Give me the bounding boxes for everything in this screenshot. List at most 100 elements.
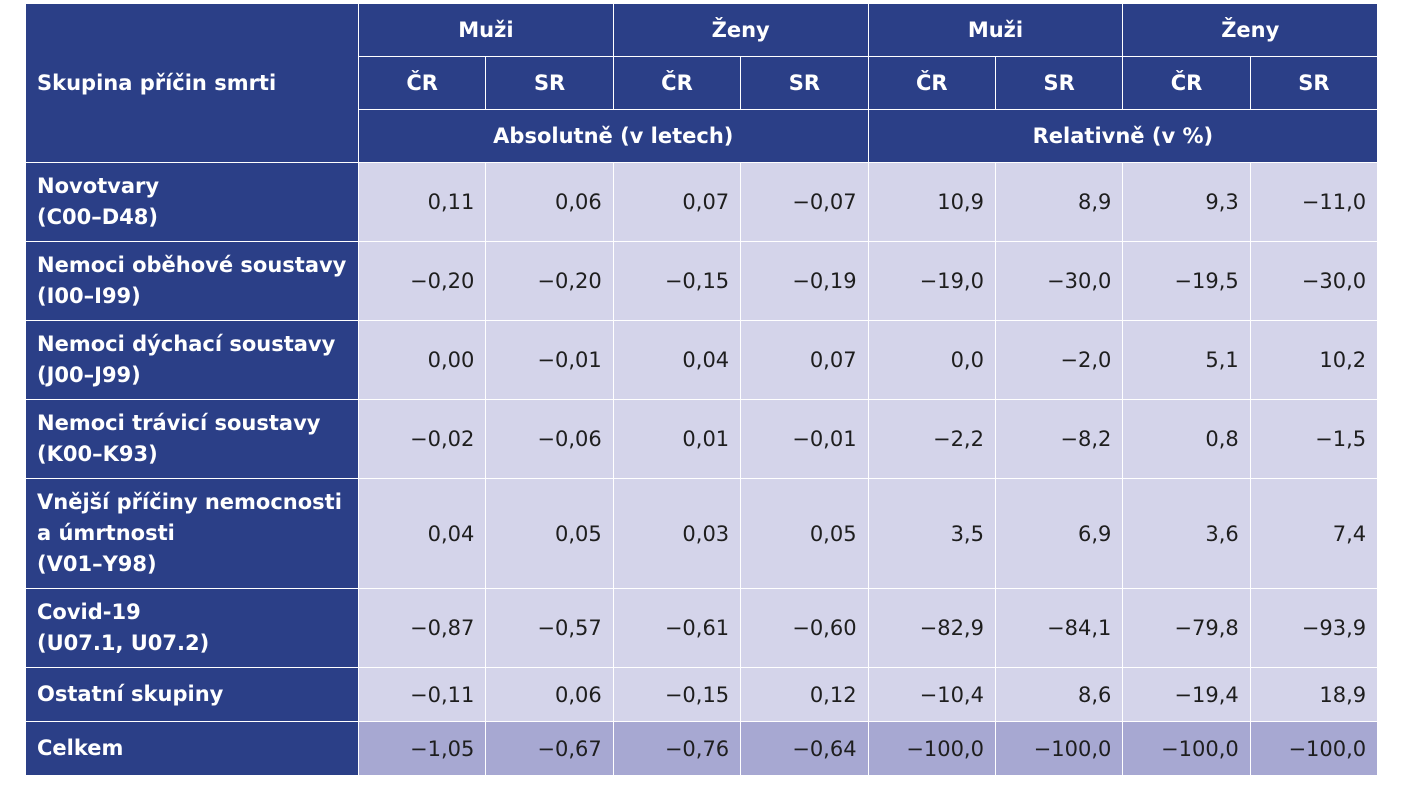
header-country: SR (485, 56, 614, 110)
row-label-line: (I00–I99) (37, 284, 141, 308)
row-label-line: (C00–D48) (37, 205, 158, 229)
value-cell: −0,19 (740, 241, 869, 321)
value-cell: −0,61 (612, 588, 742, 668)
value-cell: −19,5 (1122, 241, 1251, 321)
value-cell: −30,0 (994, 241, 1124, 321)
value-cell: −0,11 (357, 667, 487, 722)
value-cell: 3,6 (1122, 478, 1251, 589)
value-cell: −79,8 (1122, 588, 1251, 668)
value-cell: 7,4 (1249, 478, 1379, 589)
row-label-line: Vnější příčiny nemocnosti (37, 490, 342, 514)
value-cell: −1,5 (1249, 399, 1379, 479)
row-label: Celkem (25, 721, 359, 776)
value-cell: −0,60 (740, 588, 869, 668)
value-cell: 3,5 (867, 478, 996, 589)
value-cell: −2,0 (994, 320, 1124, 400)
header-row-sex: Skupina příčin smrti Muži Ženy Muži Ženy (25, 3, 1379, 163)
table-row: Nemoci trávicí soustavy (K00–K93) −0,02 −0,… (25, 399, 1379, 479)
value-cell: −0,20 (357, 241, 487, 321)
header-country: SR (994, 56, 1124, 110)
row-label-line: a úmrtnosti (37, 521, 175, 545)
value-cell: −0,06 (485, 399, 614, 479)
value-cell: 0,07 (740, 320, 869, 400)
row-label-line: Nemoci dýchací soustavy (37, 332, 336, 356)
table-row: Vnější příčiny nemocnosti a úmrtnosti (V01… (25, 478, 1379, 589)
value-cell: −11,0 (1249, 162, 1379, 242)
row-label-line: Nemoci trávicí soustavy (37, 411, 321, 435)
value-cell: 0,05 (485, 478, 614, 589)
value-cell: −2,2 (867, 399, 996, 479)
value-cell: −0,57 (485, 588, 614, 668)
value-cell: −1,05 (357, 721, 487, 776)
header-relative: Relativně (v %) (867, 109, 1379, 163)
value-cell: 0,07 (612, 162, 742, 242)
value-cell: −0,15 (612, 667, 742, 722)
row-label-line: Covid-19 (37, 600, 141, 624)
value-cell: 0,05 (740, 478, 869, 589)
value-cell: 10,2 (1249, 320, 1379, 400)
value-cell: −100,0 (867, 721, 996, 776)
value-cell: −10,4 (867, 667, 996, 722)
row-header-title: Skupina příčin smrti (25, 3, 359, 163)
header-country: ČR (612, 56, 742, 110)
table-row: Nemoci oběhové soustavy (I00–I99) −0,20 −0,… (25, 241, 1379, 321)
value-cell: −100,0 (1249, 721, 1379, 776)
value-cell: −100,0 (1122, 721, 1251, 776)
header-country: SR (1249, 56, 1379, 110)
row-label-line: (U07.1, U07.2) (37, 631, 210, 655)
value-cell: 0,8 (1122, 399, 1251, 479)
value-cell: 8,9 (994, 162, 1124, 242)
value-cell: 0,03 (612, 478, 742, 589)
value-cell: −0,07 (740, 162, 869, 242)
table-row: Novotvary (C00–D48) 0,11 0,06 0,07 −0,07 10,9 8… (25, 162, 1379, 242)
header-men-relative: Muži (867, 3, 1124, 57)
row-label-line: (V01–Y98) (37, 552, 157, 576)
value-cell: 9,3 (1122, 162, 1251, 242)
row-label: Nemoci dýchací soustavy (J00–J99) (25, 320, 359, 400)
table-header: Skupina příčin smrti Muži Ženy Muži Ženy… (25, 3, 1379, 163)
value-cell: −84,1 (994, 588, 1124, 668)
value-cell: 0,06 (485, 667, 614, 722)
row-label: Ostatní skupiny (25, 667, 359, 722)
value-cell: −0,20 (485, 241, 614, 321)
header-country: ČR (867, 56, 996, 110)
value-cell: 6,9 (994, 478, 1124, 589)
header-country: SR (740, 56, 869, 110)
row-label-line: Celkem (37, 736, 124, 760)
value-cell: −100,0 (994, 721, 1124, 776)
row-label-line: Novotvary (37, 174, 160, 198)
value-cell: 0,12 (740, 667, 869, 722)
header-country: ČR (1122, 56, 1251, 110)
value-cell: −93,9 (1249, 588, 1379, 668)
header-row-measure: Absolutně (v letech) Relativně (v %) (26, 109, 1379, 163)
header-men-absolute: Muži (358, 3, 614, 57)
table-body: Novotvary (C00–D48) 0,11 0,06 0,07 −0,07 10,9 8… (25, 162, 1379, 776)
row-label-line: (J00–J99) (37, 363, 141, 387)
row-label: Covid-19 (U07.1, U07.2) (25, 588, 359, 668)
value-cell: 10,9 (867, 162, 996, 242)
value-cell: 0,06 (485, 162, 614, 242)
value-cell: −0,01 (485, 320, 614, 400)
row-label: Nemoci oběhové soustavy (I00–I99) (25, 241, 359, 321)
table-row: Ostatní skupiny −0,11 0,06 −0,15 0,12 −10,4 8,… (25, 667, 1379, 722)
row-label: Nemoci trávicí soustavy (K00–K93) (25, 399, 359, 479)
value-cell: −19,4 (1122, 667, 1251, 722)
value-cell: 0,04 (357, 478, 487, 589)
value-cell: 5,1 (1122, 320, 1251, 400)
total-row: Celkem −1,05 −0,67 −0,76 −0,64 −100,0 −100,0 −1… (25, 721, 1379, 776)
value-cell: −0,02 (357, 399, 487, 479)
row-label-line: (K00–K93) (37, 442, 158, 466)
row-label: Novotvary (C00–D48) (25, 162, 359, 242)
value-cell: −0,87 (357, 588, 487, 668)
row-label: Vnější příčiny nemocnosti a úmrtnosti (V01… (25, 478, 359, 589)
value-cell: 0,0 (867, 320, 996, 400)
cause-of-death-table: Skupina příčin smrti Muži Ženy Muži Ženy… (25, 3, 1379, 776)
value-cell: −0,67 (485, 721, 614, 776)
header-row-country: ČR SR ČR SR ČR SR ČR SR (26, 56, 1379, 110)
header-women-relative: Ženy (1122, 3, 1379, 57)
value-cell: 0,01 (612, 399, 742, 479)
value-cell: −30,0 (1249, 241, 1379, 321)
value-cell: −0,01 (740, 399, 869, 479)
value-cell: −0,64 (740, 721, 869, 776)
row-label-line: Nemoci oběhové soustavy (37, 253, 347, 277)
